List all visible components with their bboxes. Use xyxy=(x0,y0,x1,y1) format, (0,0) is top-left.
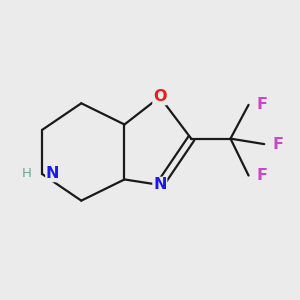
Text: O: O xyxy=(153,89,166,104)
Text: N: N xyxy=(153,177,166,192)
Text: F: F xyxy=(256,168,267,183)
Text: N: N xyxy=(46,167,59,182)
Text: H: H xyxy=(22,167,32,180)
Text: F: F xyxy=(272,136,283,152)
Text: F: F xyxy=(256,98,267,112)
